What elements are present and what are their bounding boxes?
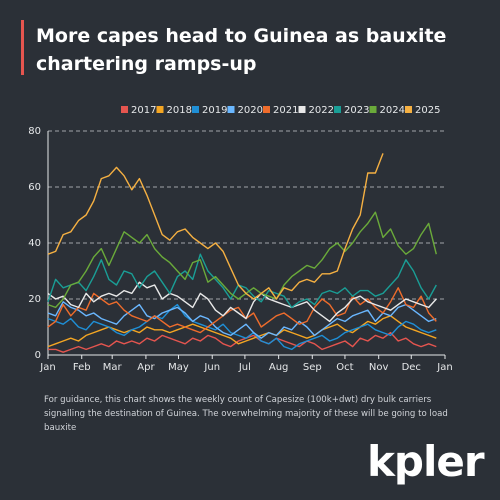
x-tick-label: Jun <box>203 362 220 373</box>
legend-swatch <box>334 106 341 113</box>
legend-label: 2025 <box>415 105 440 116</box>
legend-swatch <box>121 106 128 113</box>
legend-swatch <box>192 106 199 113</box>
y-tick-label: 0 <box>35 350 41 361</box>
logo: kpler <box>367 437 485 486</box>
x-tick-label: Jul <box>238 362 251 373</box>
legend-label: 2022 <box>309 105 334 116</box>
legend-label: 2018 <box>167 105 192 116</box>
x-tick-label: Apr <box>137 362 155 373</box>
x-tick-label: Nov <box>369 362 389 373</box>
y-tick-label: 80 <box>28 126 41 137</box>
footnote: For guidance, this chart shows the weekl… <box>44 395 448 433</box>
series-line <box>47 253 437 309</box>
series-line <box>47 211 437 309</box>
legend-swatch <box>227 106 235 113</box>
y-tick-label: 20 <box>28 294 41 305</box>
legend-label: 2020 <box>238 105 263 116</box>
series-line <box>47 315 437 348</box>
legend-swatch <box>156 106 164 113</box>
legend-label: 2021 <box>273 105 298 116</box>
y-tick-label: 60 <box>28 182 41 193</box>
y-tick-label: 40 <box>28 238 41 249</box>
series-line <box>47 153 384 300</box>
x-tick-label: Mar <box>103 362 123 373</box>
legend-label: 2017 <box>131 105 156 116</box>
x-tick-label: Aug <box>269 362 289 373</box>
legend-label: 2023 <box>344 105 369 116</box>
series-line <box>47 301 437 339</box>
x-tick-label: Jan <box>39 362 55 373</box>
legend-swatch <box>263 106 270 113</box>
series-line <box>47 281 437 323</box>
x-tick-label: May <box>168 362 189 373</box>
x-tick-label: Jan <box>436 362 452 373</box>
x-tick-label: Oct <box>336 362 353 373</box>
x-tick-label: Dec <box>402 362 421 373</box>
legend-swatch <box>298 106 306 113</box>
legend-label: 2019 <box>202 105 227 116</box>
series-line <box>47 303 437 351</box>
series-line <box>48 331 437 353</box>
x-tick-label: Sep <box>303 362 322 373</box>
x-tick-label: Feb <box>73 362 91 373</box>
chart-title: More capes head to Guinea as bauxite cha… <box>36 25 447 75</box>
legend-swatch <box>369 106 377 113</box>
legend-swatch <box>405 106 412 113</box>
legend-label: 2024 <box>380 105 405 116</box>
title-accent <box>21 20 24 75</box>
